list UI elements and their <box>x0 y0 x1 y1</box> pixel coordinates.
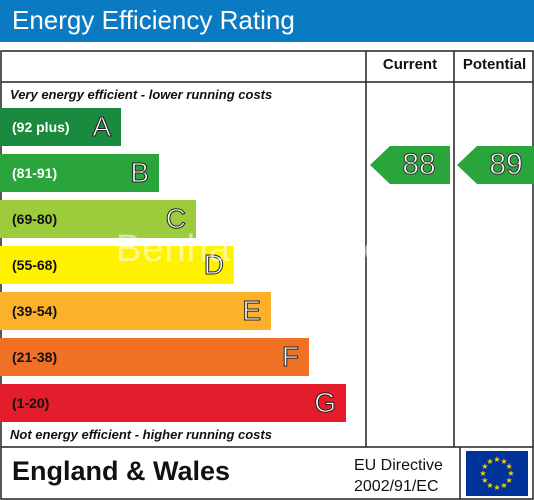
current-rating-arrow-value: 88 <box>402 148 436 182</box>
band-letter-label: D <box>203 249 224 281</box>
band-range-label: (55-68) <box>12 257 58 273</box>
potential-rating-arrow: 89 <box>457 146 534 184</box>
band-a: (92 plus) A <box>0 108 121 146</box>
inefficient-note: Not energy efficient - higher running co… <box>10 427 272 442</box>
eu-flag-background <box>466 451 528 496</box>
potential-rating-arrow-value: 89 <box>489 148 523 182</box>
watermark-text: Benham & Reeves <box>116 228 448 270</box>
band-letter-label: B <box>130 157 150 189</box>
efficient-note: Very energy efficient - lower running co… <box>10 87 273 102</box>
eu-flag-star: ★ <box>506 462 513 471</box>
potential-rating-arrow-polygon <box>457 146 534 184</box>
eu-flag-star: ★ <box>507 469 514 478</box>
current-rating-arrow: 88 <box>370 146 450 184</box>
rating-frame <box>0 50 534 500</box>
band-letter-label: F <box>281 341 299 373</box>
eu-flag-star: ★ <box>481 462 488 471</box>
band-d: (55-68) D <box>0 246 234 284</box>
band-letter-label: A <box>92 111 112 143</box>
potential-header: Potential <box>462 56 527 73</box>
band-g: (1-20) G <box>0 384 346 422</box>
directive-line-2: 2002/91/EC <box>354 478 439 495</box>
current-header: Current <box>382 56 438 73</box>
current-rating-arrow-shape <box>370 146 450 184</box>
band-c: (69-80) C <box>0 200 196 238</box>
band-range-label: (81-91) <box>12 165 58 181</box>
band-b: (81-91) B <box>0 154 159 192</box>
potential-rating-arrow-shape <box>457 146 534 184</box>
eu-flag-star: ★ <box>486 457 493 466</box>
eu-flag-icon: ★★★★★★★★★ ★ ★★ <box>466 451 528 496</box>
band-letter-label: E <box>242 295 262 327</box>
eu-flag-star: ★ <box>479 469 486 478</box>
eu-flag-star: ★ <box>500 481 507 490</box>
eu-flag-star: ★ <box>486 481 493 490</box>
eu-flag-star: ★ <box>493 483 500 492</box>
chart-title: Energy Efficiency Rating <box>12 5 295 35</box>
eu-flag-star: ★ <box>481 476 488 485</box>
eu-flag-star: ★ <box>500 457 507 466</box>
eu-directive-label: EU Directive 2002/91/EC <box>354 455 458 497</box>
title-bar: Energy Efficiency Rating <box>0 0 534 42</box>
band-letter-label: G <box>314 387 337 419</box>
band-range-label: (92 plus) <box>12 119 70 135</box>
band-range-label: (39-54) <box>12 303 58 319</box>
band-range-label: (21-38) <box>12 349 58 365</box>
country-label: England & Wales <box>12 456 231 486</box>
band-range-label: (1-20) <box>12 395 50 411</box>
band-e: (39-54) E <box>0 292 271 330</box>
band-range-label: (69-80) <box>12 211 58 227</box>
eu-flag-star: ★ <box>506 476 513 485</box>
current-rating-arrow-polygon <box>370 146 450 184</box>
eu-flag-star: ★ <box>493 455 500 464</box>
directive-line-1: EU Directive <box>354 457 443 474</box>
band-f: (21-38) F <box>0 338 309 376</box>
band-letter-label: C <box>165 203 186 235</box>
